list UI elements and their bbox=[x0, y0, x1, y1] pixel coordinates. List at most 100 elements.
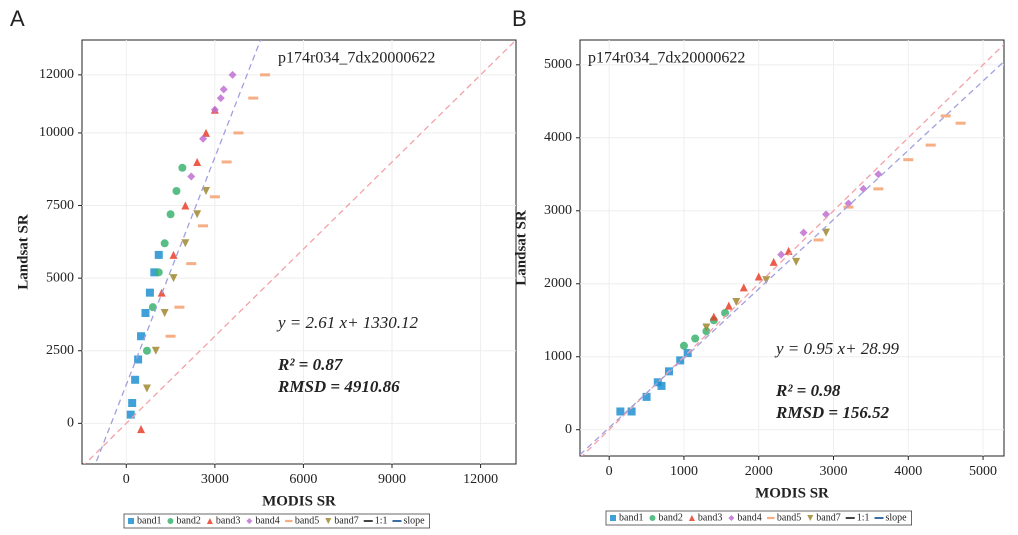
r-squared: R² = 0.98 bbox=[775, 381, 841, 400]
legend-marker bbox=[649, 515, 656, 521]
x-tick-label: 2000 bbox=[745, 464, 773, 479]
point bbox=[799, 228, 808, 237]
y-tick-label: 12000 bbox=[39, 67, 74, 82]
point bbox=[822, 210, 831, 219]
legend-label: slope bbox=[886, 512, 908, 523]
y-tick-label: 7500 bbox=[46, 198, 74, 213]
point bbox=[777, 250, 786, 259]
one-to-one-line bbox=[581, 43, 1004, 456]
x-tick-label: 5000 bbox=[969, 464, 997, 479]
slope-line bbox=[580, 61, 1004, 456]
point bbox=[702, 323, 711, 332]
point bbox=[169, 274, 178, 283]
point bbox=[198, 224, 209, 228]
legend-marker bbox=[128, 518, 134, 524]
point bbox=[202, 128, 210, 137]
equation: y = 0.95 x+ 28.99 bbox=[774, 339, 900, 358]
point bbox=[166, 210, 175, 219]
point bbox=[754, 272, 763, 281]
legend-label: band2 bbox=[658, 512, 682, 523]
r-squared: R² = 0.87 bbox=[277, 355, 344, 374]
legend-marker bbox=[807, 515, 814, 521]
x-tick-label: 6000 bbox=[289, 472, 317, 487]
plot-area bbox=[81, 39, 517, 465]
y-tick-label: 5000 bbox=[544, 57, 572, 72]
point bbox=[181, 201, 190, 210]
point bbox=[657, 381, 666, 390]
x-tick-label: 0 bbox=[123, 472, 130, 487]
point bbox=[174, 305, 185, 309]
point bbox=[126, 410, 135, 419]
point bbox=[248, 96, 259, 100]
legend-label: band7 bbox=[816, 512, 840, 523]
legend-marker bbox=[325, 518, 332, 524]
point bbox=[134, 355, 143, 364]
one-to-one-line bbox=[84, 40, 516, 464]
point bbox=[903, 158, 914, 162]
point bbox=[178, 163, 187, 172]
legend: band1 band2 band3 band4 band5 band7 1:1 slope bbox=[123, 513, 431, 529]
point bbox=[186, 262, 197, 266]
point bbox=[210, 105, 219, 114]
point bbox=[193, 157, 202, 166]
y-tick-label: 3000 bbox=[544, 203, 572, 218]
legend-label: band3 bbox=[216, 515, 240, 526]
point bbox=[843, 205, 854, 209]
point bbox=[165, 334, 176, 338]
rmsd: RMSD = 156.52 bbox=[775, 403, 890, 422]
x-tick-label: 3000 bbox=[201, 472, 229, 487]
legend-label: band5 bbox=[777, 512, 801, 523]
x-tick-label: 9000 bbox=[378, 472, 406, 487]
legend-label: band7 bbox=[334, 515, 358, 526]
legend-marker bbox=[767, 516, 775, 520]
point bbox=[627, 407, 636, 416]
point bbox=[216, 94, 225, 103]
legend-frame bbox=[605, 510, 913, 526]
point bbox=[859, 184, 868, 193]
legend-label: band4 bbox=[255, 515, 279, 526]
point bbox=[233, 131, 244, 135]
points bbox=[580, 43, 1004, 456]
legend-marker bbox=[206, 518, 213, 524]
y-tick-label: 4000 bbox=[544, 130, 572, 145]
point bbox=[955, 121, 966, 125]
x-axis-label: MODIS SR bbox=[755, 485, 829, 501]
legend-label: slope bbox=[404, 515, 426, 526]
y-tick-label: 2500 bbox=[46, 343, 74, 358]
legend-marker bbox=[246, 518, 253, 524]
panel-label: A bbox=[10, 6, 25, 31]
point bbox=[709, 312, 718, 321]
chart-title: p174r034_7dx20000622 bbox=[278, 50, 435, 67]
legend-label: band1 bbox=[619, 512, 643, 523]
point bbox=[151, 346, 160, 355]
legend-marker bbox=[688, 515, 695, 521]
chart-title: p174r034_7dx20000622 bbox=[588, 50, 745, 67]
point bbox=[874, 170, 883, 179]
point bbox=[154, 250, 163, 259]
point bbox=[187, 172, 196, 181]
point bbox=[873, 187, 884, 191]
point bbox=[172, 187, 181, 196]
x-tick-label: 1000 bbox=[670, 464, 698, 479]
legend-label: band1 bbox=[137, 515, 161, 526]
y-tick-label: 2000 bbox=[544, 276, 572, 291]
y-axis-label: Landsat SR bbox=[513, 210, 529, 286]
legend-frame bbox=[123, 513, 431, 529]
point bbox=[128, 399, 137, 408]
point bbox=[769, 257, 778, 266]
point bbox=[642, 392, 651, 401]
y-tick-label: 0 bbox=[67, 416, 74, 431]
x-tick-label: 0 bbox=[606, 464, 613, 479]
point bbox=[137, 332, 146, 341]
point bbox=[724, 301, 733, 310]
y-tick-label: 10000 bbox=[39, 125, 74, 140]
legend-marker bbox=[610, 515, 616, 521]
legend-marker bbox=[728, 515, 735, 521]
x-tick-label: 12000 bbox=[463, 472, 498, 487]
panel: A 0 3000 6000 9000 12000 0 2500 5000 7500 10000 120… bbox=[10, 6, 517, 529]
point bbox=[150, 268, 159, 277]
point bbox=[691, 334, 700, 343]
point bbox=[160, 308, 169, 317]
equation: y = 2.61 x+ 1330.12 bbox=[276, 313, 419, 332]
